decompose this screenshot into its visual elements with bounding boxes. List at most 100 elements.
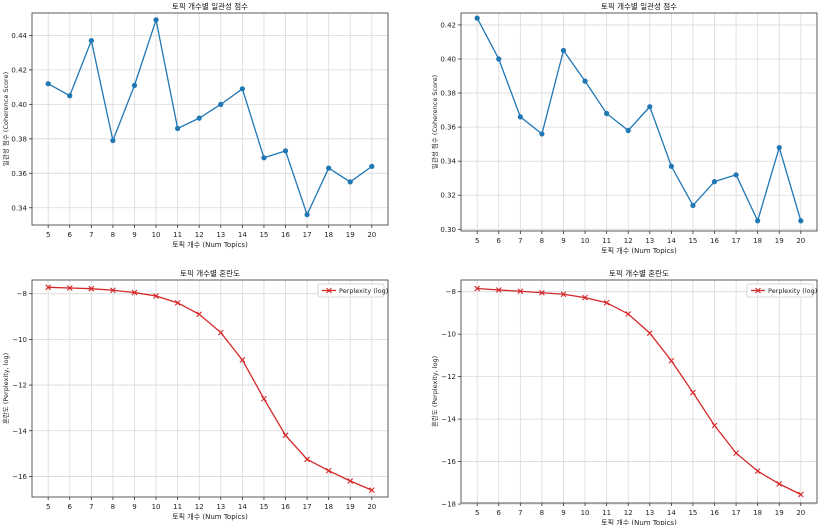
data-point [153, 17, 159, 23]
x-tick-label: 11 [173, 503, 182, 511]
x-tick-label: 6 [497, 237, 502, 245]
x-tick-label: 14 [238, 503, 247, 511]
legend: Perplexity (log) [746, 283, 817, 298]
y-tick-label: 0.36 [440, 124, 456, 132]
y-tick-label: 0.32 [440, 192, 456, 200]
y-tick-label: 0.42 [11, 66, 27, 74]
data-point [755, 218, 761, 224]
data-point [474, 15, 480, 21]
data-point [175, 125, 181, 132]
y-tick-label: −8 [446, 288, 456, 296]
x-axis-label: 토픽 개수 (Num Topics) [601, 518, 677, 525]
x-tick-label: 15 [259, 503, 268, 511]
plot-frame [460, 279, 818, 504]
x-tick-label: 15 [688, 237, 697, 245]
x-tick-label: 13 [645, 509, 654, 517]
y-tick-label: −12 [12, 382, 27, 390]
y-tick-label: 0.36 [11, 170, 27, 178]
x-tick-label: 12 [195, 503, 204, 511]
chart-panel-1: 5 6 7 8 9 10 11 12 13 14 15 16 17 18 19 20 0.34 0.36 0.38 0… [1, 1, 389, 249]
x-tick-label: 13 [216, 231, 225, 239]
legend-label: Perplexity (log) [768, 287, 817, 295]
series-line [48, 286, 373, 491]
data-point [110, 137, 116, 144]
x-tick-label: 19 [775, 509, 784, 517]
data-point [604, 110, 610, 117]
x-tick-label: 8 [540, 509, 544, 517]
data-point [582, 294, 588, 301]
x-tick-label: 9 [561, 509, 565, 517]
x-tick-label: 6 [497, 509, 502, 517]
x-tick-label: 8 [111, 503, 115, 511]
data-point [711, 179, 718, 185]
data-point [539, 131, 545, 137]
data-point [326, 165, 332, 171]
x-tick-label: 13 [645, 237, 654, 245]
x-tick-label: 5 [475, 509, 479, 517]
series-line [476, 17, 802, 223]
legend-label: Perplexity (log) [339, 287, 388, 295]
data-point [603, 299, 610, 306]
data-point [153, 293, 159, 299]
x-tick-label: 14 [667, 237, 676, 245]
data-point [495, 287, 502, 293]
data-point [218, 101, 224, 107]
data-point [347, 179, 353, 185]
x-tick-label: 17 [303, 503, 312, 511]
data-point [131, 289, 138, 296]
data-point [67, 93, 73, 99]
data-point [625, 127, 631, 134]
x-tick-label: 12 [624, 237, 633, 245]
data-point [668, 163, 674, 169]
y-tick-label: 0.40 [440, 55, 456, 63]
data-point [647, 104, 653, 110]
x-tick-label: 9 [132, 231, 136, 239]
x-tick-label: 17 [732, 237, 741, 245]
plot-frame [31, 279, 389, 498]
x-tick-label: 8 [111, 231, 115, 239]
data-point [304, 212, 310, 218]
x-tick-label: 17 [732, 509, 741, 517]
x-tick-label: 18 [324, 231, 333, 239]
x-tick-label: 20 [367, 503, 376, 511]
x-tick-label: 16 [281, 231, 290, 239]
x-tick-label: 14 [238, 231, 247, 239]
y-tick-label: −18 [441, 501, 456, 509]
data-point [560, 47, 567, 54]
data-point [798, 218, 804, 224]
data-point [733, 172, 739, 178]
legend: Perplexity (log) [317, 283, 388, 298]
data-point [196, 115, 202, 121]
x-tick-label: 15 [688, 509, 697, 517]
y-tick-label: 0.44 [11, 32, 27, 40]
data-point [304, 456, 310, 463]
x-tick-label: 13 [216, 503, 225, 511]
y-tick-label: −14 [12, 427, 27, 435]
data-point [539, 289, 545, 296]
y-tick-label: 0.40 [11, 101, 27, 109]
data-point [711, 422, 718, 429]
y-tick-label: 0.30 [440, 226, 456, 234]
data-point [239, 357, 246, 363]
data-point [217, 329, 224, 336]
y-tick-label: 0.38 [440, 90, 456, 98]
x-tick-label: 16 [710, 509, 719, 517]
data-point [325, 467, 332, 474]
x-tick-label: 10 [581, 509, 590, 517]
x-tick-label: 12 [624, 509, 633, 517]
data-point [282, 148, 289, 154]
x-tick-label: 19 [775, 237, 784, 245]
data-point [776, 480, 783, 487]
plot-frame [31, 12, 389, 226]
data-point [668, 357, 675, 364]
data-point [625, 311, 632, 317]
y-tick-label: 0.38 [11, 135, 27, 143]
data-point [368, 487, 375, 494]
x-tick-label: 9 [561, 237, 565, 245]
data-point [797, 491, 804, 498]
x-tick-label: 11 [173, 231, 182, 239]
data-point [754, 468, 761, 475]
chart-panel-3: 5 6 7 8 9 10 11 12 13 14 15 16 17 18 19 20 −8 −10 −12 −14 −1… [1, 268, 389, 521]
data-point [131, 82, 138, 88]
